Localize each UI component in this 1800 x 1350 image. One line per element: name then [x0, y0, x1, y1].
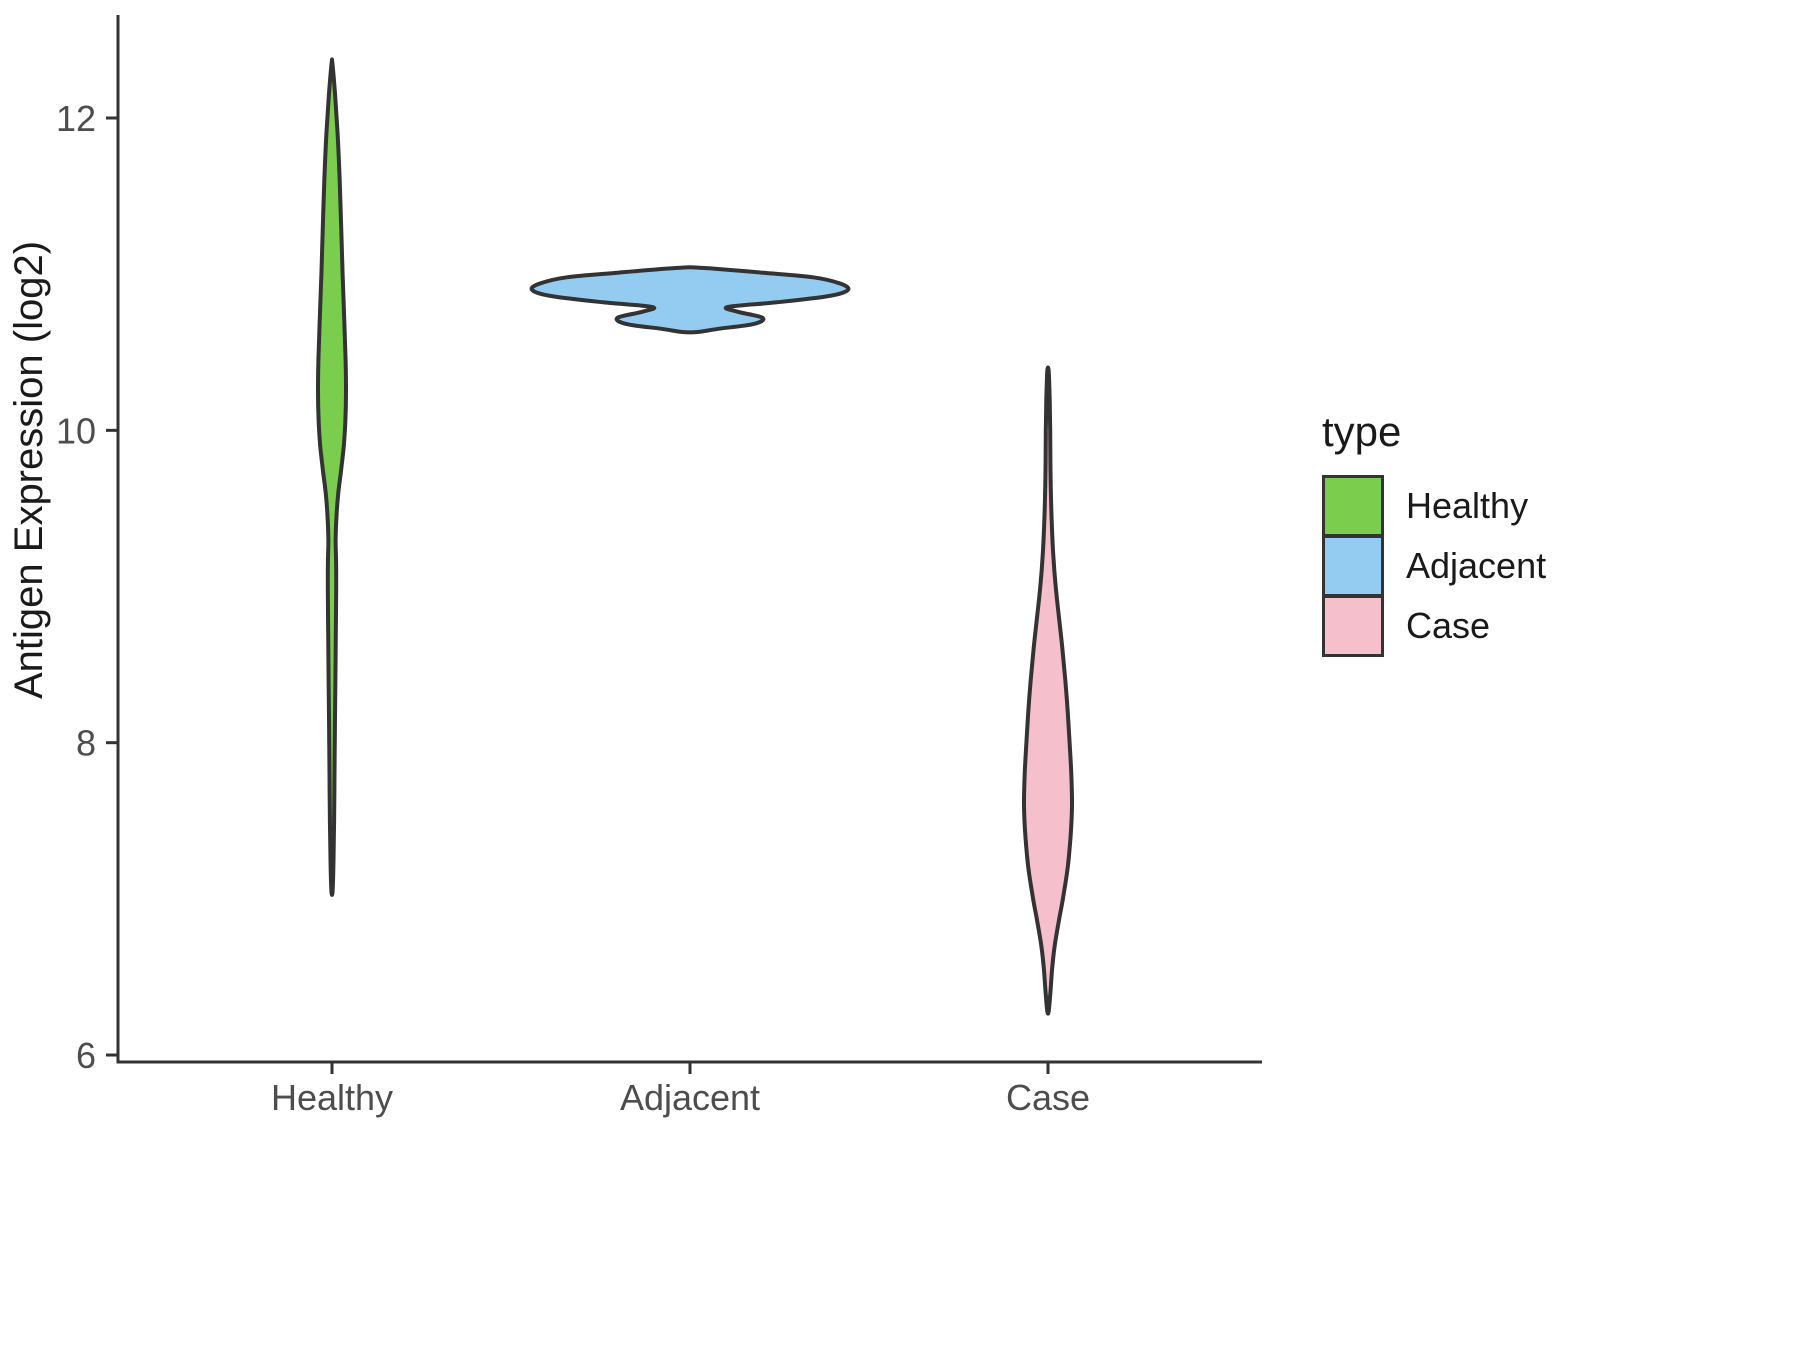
x-tick-label-case: Case — [1006, 1077, 1090, 1118]
axes: 6 8 10 12 Healthy Adjacent Case — [56, 15, 1262, 1118]
legend-swatch-case — [1322, 594, 1384, 657]
legend-item-case: Case — [1322, 594, 1546, 657]
violin-healthy — [316, 57, 348, 897]
legend-item-healthy: Healthy — [1322, 474, 1546, 537]
legend-label: Adjacent — [1406, 544, 1547, 586]
y-tick-label: 8 — [76, 723, 96, 764]
legend-swatch-adjacent — [1322, 534, 1384, 597]
legend-items: Healthy Adjacent Case — [1322, 474, 1546, 657]
legend: type Healthy Adjacent Case — [1322, 408, 1546, 657]
legend-label: Healthy — [1406, 484, 1529, 526]
violin-case — [1021, 365, 1075, 1016]
legend-title: type — [1322, 408, 1402, 455]
y-axis-title: Antigen Expression (log2) — [7, 241, 51, 699]
violins — [316, 57, 1075, 1016]
x-tick-label-adjacent: Adjacent — [620, 1077, 760, 1118]
y-tick-label: 10 — [56, 410, 96, 451]
violin-adjacent — [529, 265, 851, 335]
legend-item-adjacent: Adjacent — [1322, 534, 1546, 597]
x-tick-label-healthy: Healthy — [271, 1077, 393, 1118]
legend-swatch-healthy — [1322, 474, 1384, 537]
legend-label: Case — [1406, 604, 1491, 646]
axis-lines — [116, 15, 1262, 1064]
y-tick-label: 12 — [56, 98, 96, 139]
y-tick-label: 6 — [76, 1035, 96, 1076]
